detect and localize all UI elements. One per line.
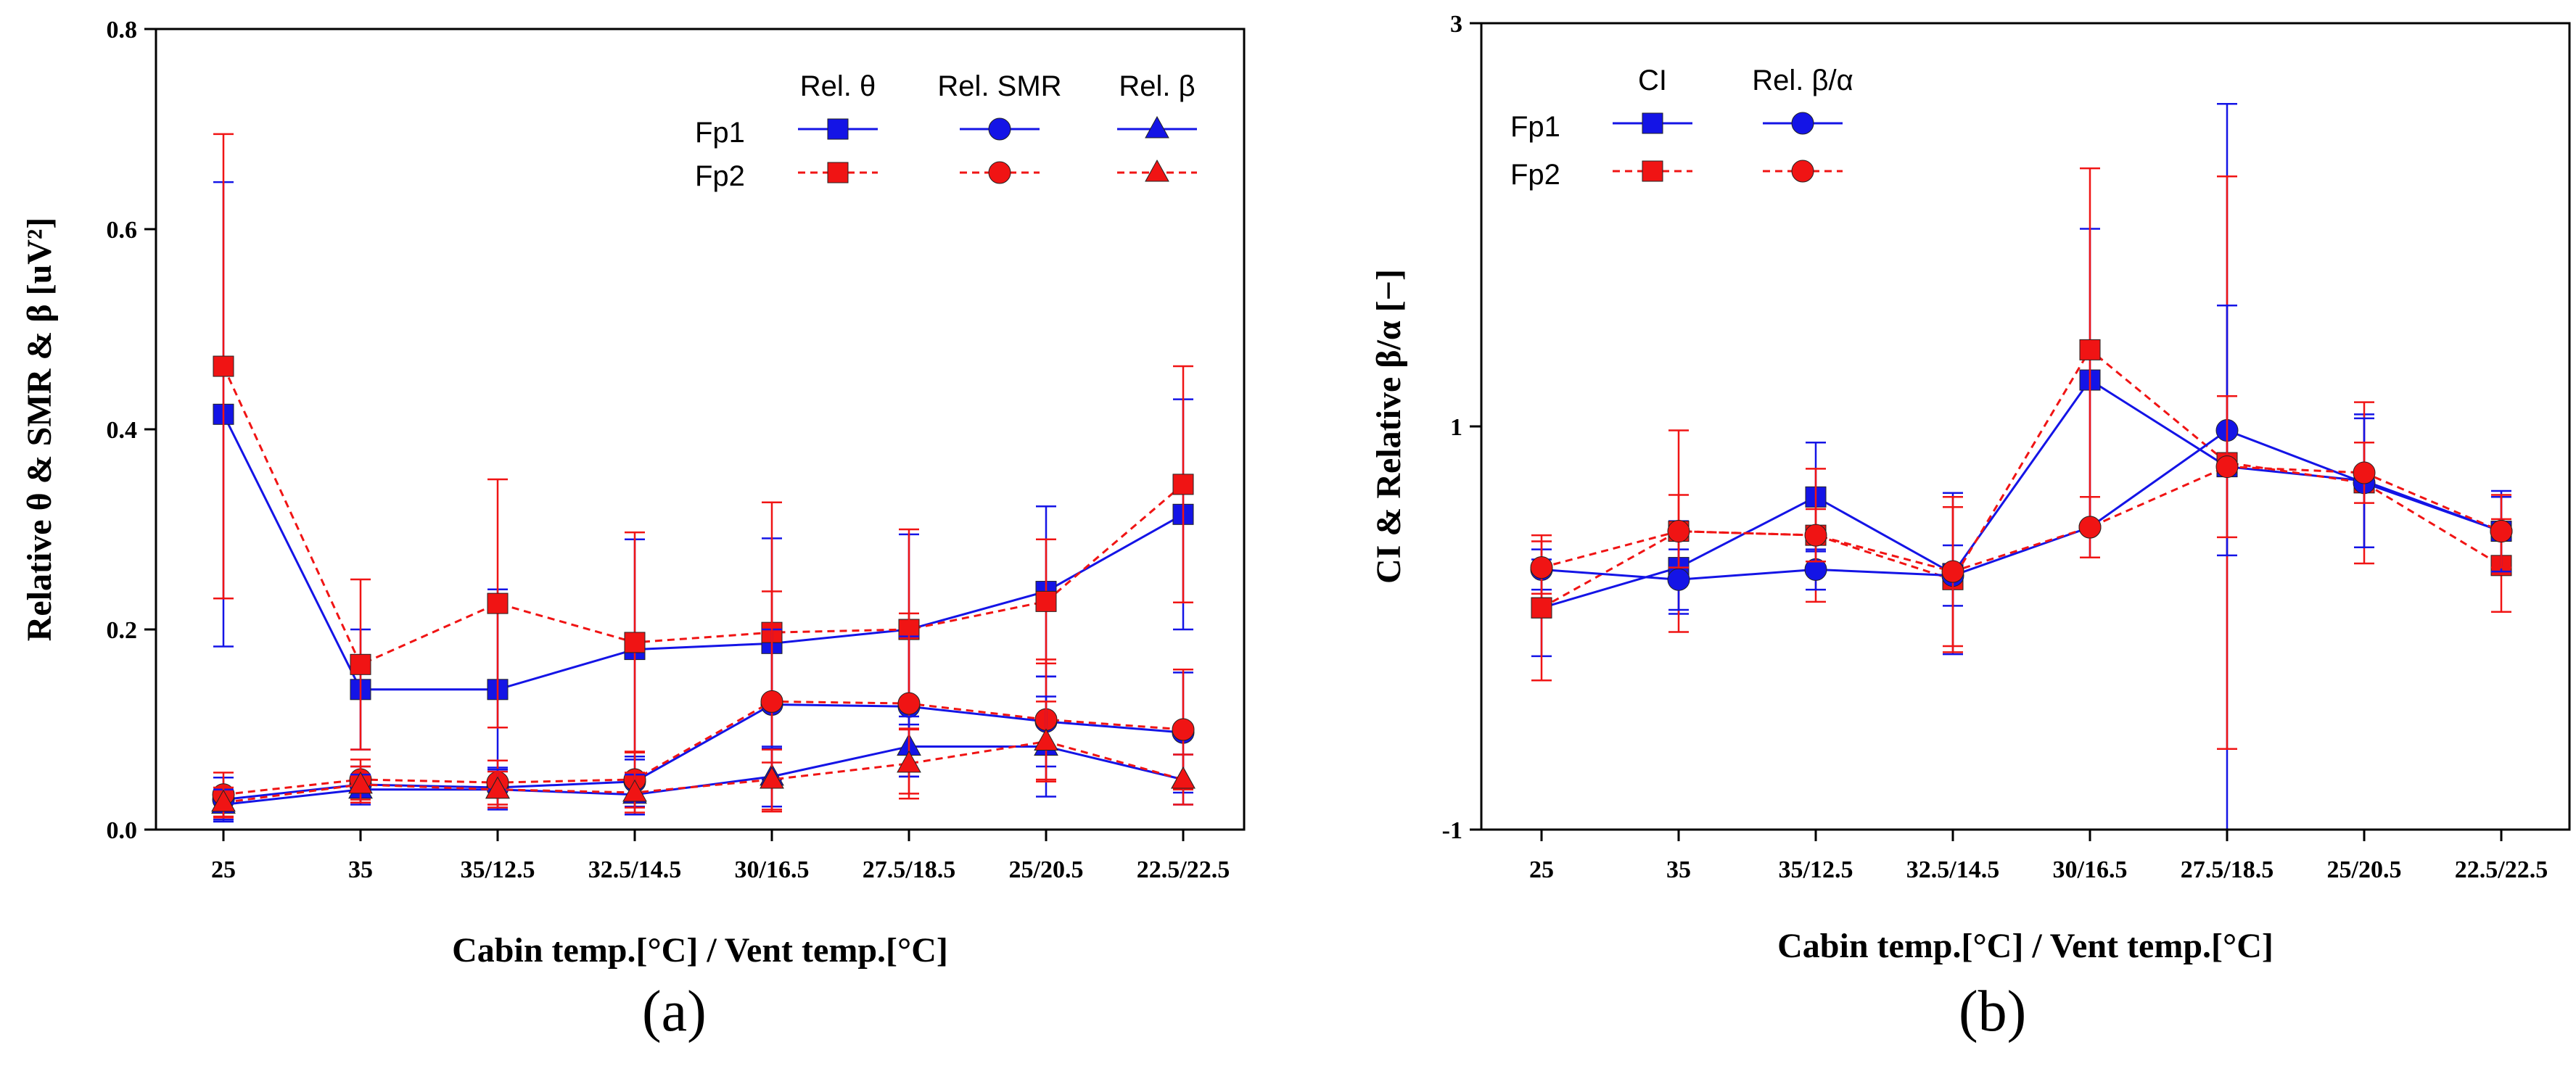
chart-b-ytick-label: 3: [1450, 11, 1462, 38]
chart-a-legend-row-fp1: Fp1: [695, 117, 745, 149]
chart-b-legend-col-0: CI: [1638, 65, 1667, 96]
chart-b-point: [2353, 461, 2376, 484]
chart-a-ytick-label: 0.8: [107, 17, 138, 44]
chart-a-legend-col-2: Rel. β: [1119, 70, 1195, 102]
chart-b-legend-row-fp1: Fp1: [1510, 111, 1560, 143]
chart-a-series-line: [223, 700, 1184, 796]
chart-b-legend: CI Rel. β/α Fp1 Fp2: [1510, 65, 1853, 191]
panel-b-label: (b): [1959, 980, 2027, 1044]
chart-a-point: [1034, 728, 1058, 751]
chart-a-xtick-label: 32.5/14.5: [588, 856, 681, 883]
chart-a-point: [897, 750, 921, 773]
chart-a-legend-marker: [827, 118, 849, 140]
chart-a-series-line: [222, 365, 1184, 666]
chart-a-point: [213, 355, 234, 377]
chart-a-point: [348, 771, 373, 794]
chart-a-point: [350, 653, 371, 675]
chart-b-series-line: [1541, 348, 2502, 609]
chart-a-point: [624, 632, 646, 653]
chart-b-point: [1667, 520, 1690, 543]
chart-a-legend-marker: [988, 117, 1011, 141]
chart-b-point: [1804, 524, 1827, 547]
chart-a-point: [760, 766, 784, 789]
chart-b-legend-marker: [1791, 160, 1814, 183]
chart-b-legend-marker: [1642, 112, 1663, 134]
chart-a-xtick-label: 27.5/18.5: [863, 856, 955, 883]
chart-a-point: [760, 690, 783, 713]
chart-b-plot-frame: [1480, 22, 2571, 831]
chart-b-legend-marker: [1791, 112, 1814, 135]
chart-b-point: [1941, 560, 1964, 583]
chart-a-legend-marker: [1145, 115, 1169, 139]
chart-a-legend-col-0: Rel. θ: [800, 70, 876, 102]
chart-a-xtick-label: 25/20.5: [1009, 856, 1084, 883]
chart-b-series-line: [1541, 429, 2502, 581]
chart-a-point: [897, 692, 921, 715]
chart-b-point: [1531, 597, 1552, 619]
chart-b-point: [2215, 455, 2239, 479]
chart-a-ytick-label: 0.4: [107, 417, 138, 444]
chart-b-xtick-label: 32.5/14.5: [1906, 856, 1999, 883]
chart-b-xtick-label: 25/20.5: [2327, 856, 2402, 883]
chart-b-point: [2490, 520, 2513, 543]
chart-b-xtick-label: 35/12.5: [1779, 856, 1853, 883]
chart-a: 0.0 0.2 0.4 0.6 0.8 25 35 35/12.5 32.5/14.5 30/16…: [20, 17, 1246, 970]
chart-b-ytick-label: -1: [1442, 817, 1462, 844]
chart-b-xtick-label: 27.5/18.5: [2181, 856, 2273, 883]
chart-a-xtick-label: 22.5/22.5: [1137, 856, 1230, 883]
chart-b-xtick-label: 30/16.5: [2053, 856, 2128, 883]
chart-a-ytick-label: 0.0: [107, 817, 138, 844]
panel-a-label: (a): [642, 980, 707, 1044]
chart-a-xtick-label: 30/16.5: [735, 856, 810, 883]
chart-b-ylabel: CI & Relative β/α [−]: [1370, 269, 1408, 584]
chart-b-xtick-label: 35: [1666, 856, 1691, 883]
chart-a-series-line: [223, 740, 1184, 804]
chart-a-legend-marker: [988, 161, 1011, 184]
chart-a-point: [1172, 718, 1195, 741]
chart-a-point: [1035, 590, 1057, 612]
chart-a-ytick-label: 0.6: [107, 217, 138, 244]
chart-a-series-5: [211, 701, 1196, 819]
chart-b-point: [1667, 568, 1690, 591]
chart-a-xtick-label: 25: [211, 856, 236, 883]
chart-a-point: [1172, 474, 1194, 495]
chart-a-point: [211, 789, 236, 812]
chart-b-xtick-label: 22.5/22.5: [2455, 856, 2548, 883]
chart-b-legend-row-fp2: Fp2: [1510, 159, 1560, 191]
chart-b-legend-marker: [1642, 160, 1663, 182]
chart-b-series-3: [1530, 395, 2513, 648]
chart-a-point: [622, 779, 647, 802]
chart-a-legend-marker: [827, 162, 849, 183]
chart-a-ytick-label: 0.2: [107, 617, 138, 644]
chart-b: -1 1 3 25 35 35/12.5 32.5/14.5 30/16.5 27.5/18.5…: [1370, 11, 2571, 965]
chart-a-plot-frame: [155, 28, 1246, 831]
chart-b-point: [1530, 556, 1553, 579]
chart-b-legend-col-1: Rel. β/α: [1752, 65, 1853, 96]
chart-a-legend: Rel. θ Rel. SMR Rel. β Fp1 Fp2: [695, 70, 1197, 192]
chart-a-point: [487, 592, 509, 614]
chart-a-point: [485, 776, 510, 799]
chart-b-series-line: [1541, 466, 2502, 573]
chart-a-legend-marker: [1145, 159, 1169, 182]
chart-b-xtick-label: 25: [1529, 856, 1554, 883]
chart-b-xlabel: Cabin temp.[°C] / Vent temp.[°C]: [1777, 927, 2273, 965]
chart-a-xtick-label: 35: [348, 856, 373, 883]
chart-a-series-line: [222, 413, 1184, 691]
chart-a-legend-col-1: Rel. SMR: [937, 70, 1061, 102]
chart-a-point: [1171, 766, 1196, 789]
chart-a-xlabel: Cabin temp.[°C] / Vent temp.[°C]: [452, 931, 948, 970]
chart-a-ylabel: Relative θ & SMR & β [uV²]: [20, 218, 59, 642]
chart-b-ytick-label: 1: [1450, 414, 1462, 441]
chart-a-xtick-label: 35/12.5: [461, 856, 535, 883]
chart-a-legend-row-fp2: Fp2: [695, 160, 745, 192]
chart-b-point: [2078, 516, 2102, 539]
chart-b-point: [2079, 339, 2101, 360]
